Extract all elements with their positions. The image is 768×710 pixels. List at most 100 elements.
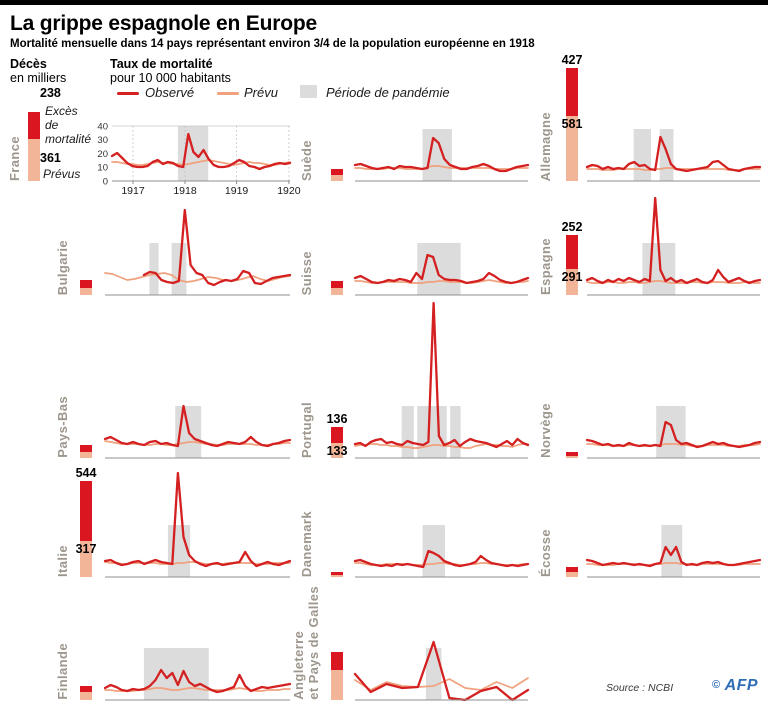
expected-deaths-segment [331, 443, 343, 458]
pandemic-band-swatch [300, 85, 317, 98]
x-tick-label: 1918 [173, 185, 197, 197]
legend-pandemic-label: Période de pandémie [326, 85, 450, 100]
mortality-chart-portugal [353, 301, 530, 459]
mortality-chart-france: 1917 1918 1919 1920 0 10 20 30 40 [97, 121, 300, 197]
copyright-icon: © [712, 679, 721, 691]
observed-series-line [585, 196, 762, 285]
excess-deaths-segment [331, 652, 343, 670]
expected-deaths-segment [80, 288, 92, 295]
expected-deaths-segment [80, 541, 92, 577]
deaths-bar-suisse [331, 281, 343, 295]
expected-deaths-segment [566, 269, 578, 295]
mortality-chart-italie [103, 471, 292, 578]
y-tick-label: 10 [97, 163, 108, 174]
france-excess-annotation: Excès de mortalité [45, 104, 92, 147]
source-text: Source : NCBI [606, 682, 674, 694]
expected-deaths-segment [28, 139, 40, 181]
observed-series-line [585, 135, 762, 173]
deaths-bar-italie [80, 481, 92, 577]
mortality-chart-finlande [103, 648, 292, 701]
expected-deaths-segment [331, 175, 343, 181]
country-label-portugal: Portugal [299, 402, 314, 458]
country-label-bulgarie: Bulgarie [55, 239, 70, 295]
y-tick-label: 30 [97, 135, 108, 146]
observed-series-line [142, 208, 292, 287]
country-label-ecosse: Écosse [538, 529, 553, 577]
excess-value: 136 [326, 412, 348, 426]
france-expected-annotation: Prévus [43, 167, 81, 181]
observed-series-line [353, 136, 530, 173]
pandemic-band [149, 243, 159, 295]
deaths-bar-ecosse [566, 567, 578, 577]
expected-series-line [104, 272, 291, 283]
expected-line-swatch [217, 92, 239, 95]
x-tick-label: 1919 [225, 185, 249, 197]
x-tick-label: 1920 [277, 185, 301, 197]
observed-series-line [353, 640, 530, 702]
mortality-chart-angleterre [353, 640, 530, 702]
expected-series-line [354, 677, 529, 691]
excess-value: 427 [561, 53, 583, 67]
mortality-chart-suede [353, 129, 530, 182]
excess-deaths-segment [331, 169, 343, 175]
observed-series-line [353, 549, 530, 569]
excess-deaths-segment [331, 427, 343, 443]
mortality-chart-suisse [353, 243, 530, 296]
mortality-chart-pays_bas [103, 404, 292, 459]
page-title: La grippe espagnole en Europe [10, 12, 317, 35]
y-tick-label: 20 [97, 149, 108, 160]
mortality-chart-allemagne [585, 129, 762, 182]
deaths-bar-portugal [331, 427, 343, 458]
expected-series-line [111, 159, 291, 166]
y-tick-label: 0 [103, 176, 108, 187]
excess-deaths-segment [80, 445, 92, 452]
pandemic-band [177, 126, 209, 181]
deaths-bar-bulgarie [80, 280, 92, 295]
france-excess-value: 238 [40, 86, 61, 100]
country-label-italie: Italie [55, 544, 70, 577]
subtitle: Mortalité mensuelle dans 14 pays représe… [10, 38, 535, 50]
excess-value: 544 [75, 466, 97, 480]
mortality-chart-norvege [585, 406, 762, 459]
excess-deaths-segment [80, 280, 92, 288]
deaths-bar-allemagne [566, 68, 578, 181]
excess-deaths-segment [28, 112, 40, 139]
top-bar [0, 0, 768, 5]
excess-deaths-segment [566, 68, 578, 116]
france-expected-value: 361 [40, 151, 61, 165]
pandemic-band [143, 648, 209, 700]
deaths-bar-pays_bas [80, 445, 92, 458]
pandemic-band [656, 406, 686, 458]
expected-deaths-segment [80, 452, 92, 458]
deaths-bar-france [28, 112, 40, 181]
country-label-norvege: Norvège [538, 403, 553, 458]
observed-line-swatch [117, 92, 139, 95]
pandemic-band [633, 129, 651, 181]
expected-deaths-segment [331, 670, 343, 700]
country-label-angleterre: Angleterre et Pays de Galles [291, 586, 321, 700]
expected-deaths-segment [80, 692, 92, 700]
expected-deaths-segment [566, 572, 578, 577]
excess-deaths-segment [566, 452, 578, 456]
deaths-bar-angleterre [331, 652, 343, 700]
country-label-france: France [7, 135, 22, 181]
expected-series-line [586, 280, 761, 284]
rate-legend-subtitle: pour 10 000 habitants [110, 71, 231, 85]
expected-deaths-segment [331, 288, 343, 295]
excess-deaths-segment [566, 235, 578, 269]
pandemic-band [417, 406, 447, 458]
mortality-chart-danemark [353, 525, 530, 578]
excess-deaths-segment [80, 686, 92, 692]
country-label-espagne: Espagne [538, 238, 553, 295]
country-label-suisse: Suisse [299, 250, 314, 295]
excess-value: 252 [561, 220, 583, 234]
deaths-legend-subtitle: en milliers [10, 71, 67, 85]
country-label-pays_bas: Pays-Bas [55, 396, 70, 458]
mortality-chart-espagne [585, 196, 762, 296]
excess-deaths-segment [566, 567, 578, 572]
observed-series-line [353, 253, 530, 285]
excess-deaths-segment [331, 572, 343, 575]
observed-series-line [110, 132, 292, 171]
country-label-finlande: Finlande [55, 643, 70, 700]
legend-expected-label: Prévu [244, 85, 278, 100]
